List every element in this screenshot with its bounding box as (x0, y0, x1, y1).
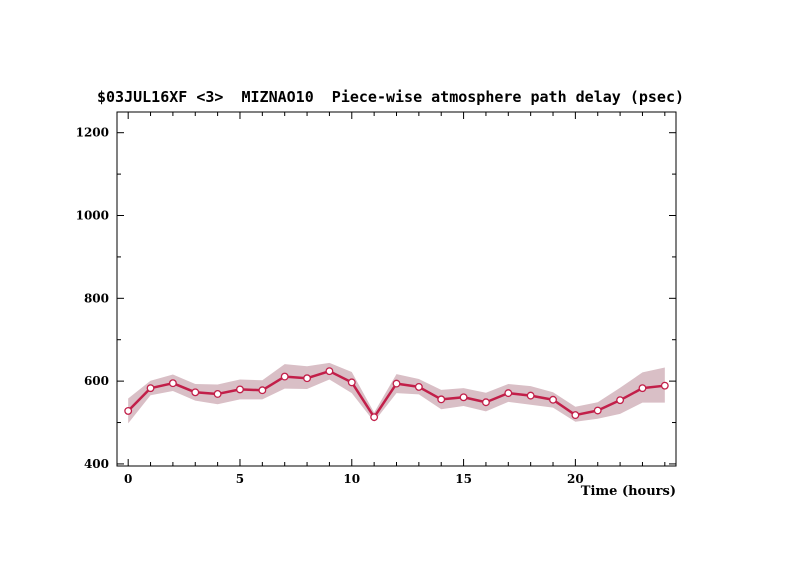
data-point (437, 395, 446, 404)
data-point (303, 374, 312, 383)
uncertainty-band-layer (128, 362, 665, 424)
x-tick-label: 5 (236, 472, 244, 486)
axis-ticks (117, 112, 676, 466)
data-point (459, 393, 468, 402)
axis-tick-labels: 0 5 10 15 20 400 600 800 1000 1200 (76, 126, 584, 486)
y-tick-label: 1000 (76, 209, 109, 223)
data-point (325, 367, 334, 376)
data-point (347, 378, 356, 387)
y-tick-label: 800 (84, 291, 109, 305)
data-point (258, 386, 267, 395)
data-point (571, 411, 580, 420)
data-point (370, 413, 379, 422)
x-tick-label: 10 (343, 472, 360, 486)
data-point (124, 406, 133, 415)
data-point-layer (124, 367, 669, 422)
data-point (414, 382, 423, 391)
data-point (526, 391, 535, 400)
data-point (168, 379, 177, 388)
data-point (660, 381, 669, 390)
y-tick-label: 600 (84, 374, 109, 388)
data-point (638, 384, 647, 393)
data-point (504, 389, 513, 398)
data-point (481, 398, 490, 407)
data-point (280, 372, 289, 381)
data-point (593, 406, 602, 415)
data-point (236, 385, 244, 394)
uncertainty-band (128, 362, 665, 424)
x-tick-label: 0 (124, 472, 132, 486)
x-axis-label: Time (hours) (581, 484, 676, 499)
data-point (146, 384, 155, 393)
data-point (616, 396, 625, 405)
x-tick-label: 20 (567, 472, 584, 486)
data-point (549, 395, 557, 404)
data-point (392, 379, 401, 388)
data-point (191, 388, 200, 397)
y-tick-label: 1200 (76, 126, 109, 140)
x-tick-label: 15 (455, 472, 472, 486)
y-tick-label: 400 (84, 457, 109, 471)
chart-title: $03JUL16XF <3> MIZNAO10 Piece-wise atmos… (97, 88, 684, 106)
data-point (213, 390, 222, 398)
